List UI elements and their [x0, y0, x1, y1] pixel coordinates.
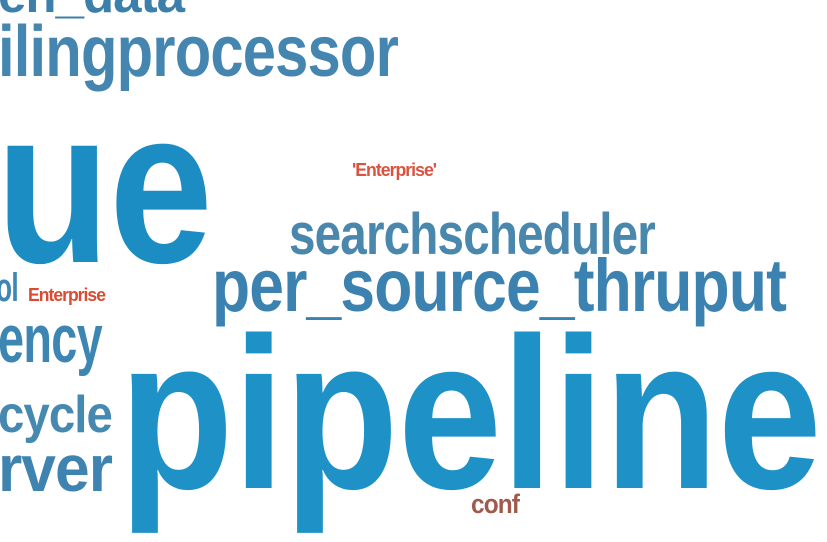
- word-ue: ue: [0, 63, 212, 309]
- word-searchscheduler: searchscheduler: [289, 202, 655, 267]
- word-per-source-thruput: per_source_thruput: [212, 244, 786, 327]
- word-ency: ency: [0, 301, 103, 377]
- word-ilingprocessor: ilingprocessor: [0, 12, 398, 92]
- word-pipeline: pipeline: [119, 292, 821, 534]
- word-cycle: cycle: [0, 386, 112, 444]
- word-rver: rver: [0, 431, 112, 505]
- word-ol: ol: [0, 266, 18, 310]
- word-en-data: en_data: [0, 0, 186, 24]
- word-enterprise: Enterprise: [28, 285, 106, 305]
- word-conf: conf: [471, 489, 521, 519]
- word-enterprise-quoted: 'Enterprise': [352, 160, 437, 180]
